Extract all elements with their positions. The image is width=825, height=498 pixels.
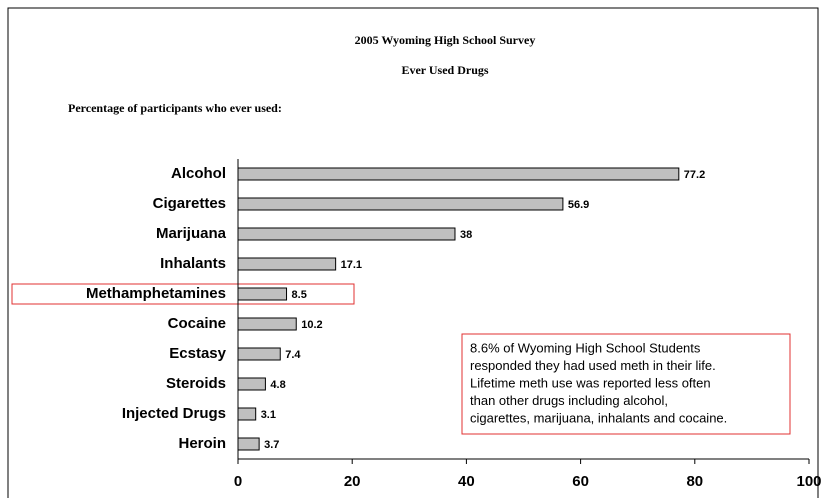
y-tick-label: Alcohol (171, 165, 226, 182)
y-tick-label: Cocaine (168, 315, 226, 332)
value-label: 3.1 (261, 409, 276, 421)
value-label: 56.9 (568, 199, 589, 211)
bar (237, 287, 288, 301)
value-label: 10.2 (301, 319, 322, 331)
x-tick-label: 40 (458, 473, 475, 490)
x-tick-label: 80 (686, 473, 703, 490)
bar (237, 317, 297, 331)
annotation-line: cigarettes, marijuana, inhalants and coc… (470, 410, 727, 425)
value-label: 7.4 (285, 349, 301, 361)
value-label: 38 (460, 229, 472, 241)
axis-label: Percentage of participants who ever used… (68, 101, 282, 115)
bar (237, 347, 281, 361)
chart-title: 2005 Wyoming High School Survey (355, 33, 536, 47)
bar (237, 257, 337, 271)
y-tick-label: Ecstasy (169, 345, 226, 362)
y-tick-label: Inhalants (160, 255, 226, 272)
value-label: 8.5 (292, 289, 307, 301)
annotation-box (461, 333, 791, 435)
bar (237, 197, 564, 211)
y-tick-label: Steroids (166, 375, 226, 392)
y-tick-label: Methamphetamines (86, 285, 226, 302)
bar (237, 407, 257, 421)
y-tick-label: Cigarettes (153, 195, 226, 212)
x-tick-label: 0 (234, 473, 242, 490)
value-label: 77.2 (684, 169, 705, 181)
value-label: 3.7 (264, 439, 279, 451)
bar (237, 437, 260, 451)
annotation-line: than other drugs including alcohol, (470, 393, 668, 408)
x-tick-label: 20 (344, 473, 361, 490)
bar (237, 167, 680, 181)
highlight-box (11, 283, 355, 305)
bar (237, 227, 456, 241)
x-tick-label: 100 (796, 473, 821, 490)
bar (237, 377, 266, 391)
y-tick-label: Injected Drugs (122, 405, 226, 422)
annotation-line: responded they had used meth in their li… (470, 358, 716, 373)
annotation-line: Lifetime meth use was reported less ofte… (470, 375, 711, 390)
value-label: 4.8 (270, 379, 285, 391)
y-tick-label: Heroin (178, 435, 226, 452)
chart-subtitle: Ever Used Drugs (401, 63, 488, 77)
annotation-line: 8.6% of Wyoming High School Students (470, 340, 701, 355)
x-tick-label: 60 (572, 473, 589, 490)
frame (7, 7, 819, 498)
y-tick-label: Marijuana (156, 225, 227, 242)
value-label: 17.1 (341, 259, 362, 271)
